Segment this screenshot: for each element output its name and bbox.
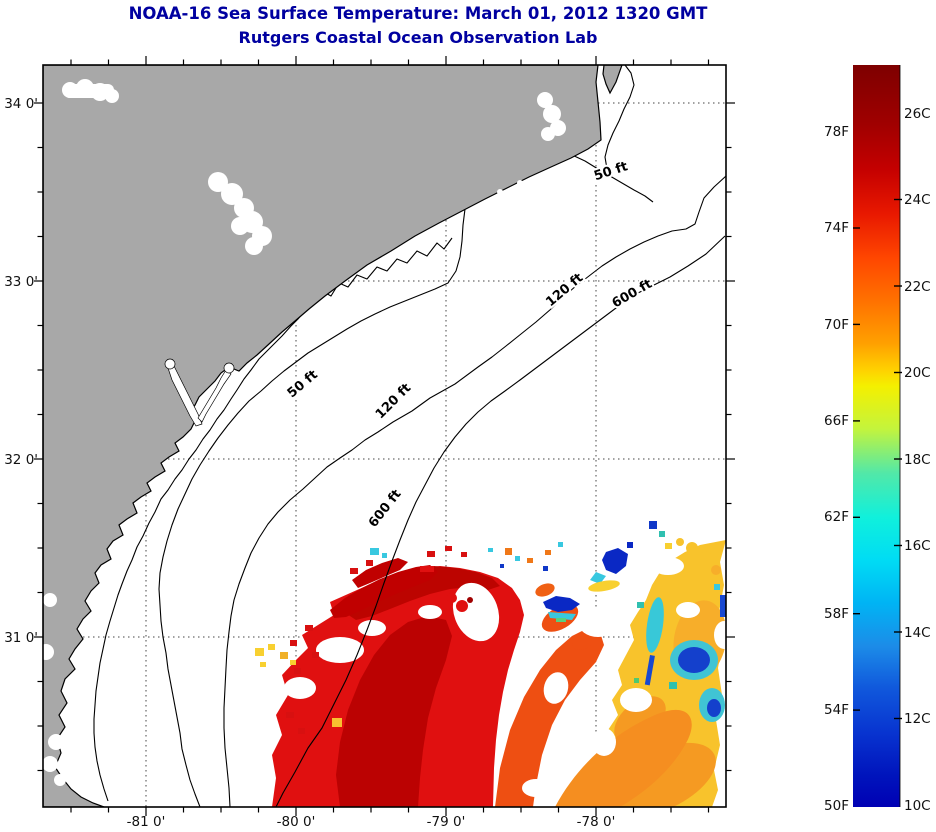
contour-120ft xyxy=(223,175,726,807)
map-area: 50 ft 50 ft 120 ft 120 ft 600 ft 600 ft xyxy=(43,65,726,807)
cbar-c-label: 24C xyxy=(904,192,931,208)
colorbar-c-labels: 26C 24C 22C 20C 18C 16C 14C 12C 10C xyxy=(904,106,931,814)
axis-labels: -81 0' -80 0' -79 0' -78 0' 34 0' 33 0' … xyxy=(4,96,615,830)
estuary-channels xyxy=(164,358,235,427)
cbar-f-label: 74F xyxy=(824,220,849,236)
cbar-f-label: 54F xyxy=(824,702,849,718)
colorbar-ticks xyxy=(853,198,902,720)
x-tick-label: -80 0' xyxy=(277,814,316,830)
cbar-f-label: 58F xyxy=(824,606,849,622)
sea-islands-line xyxy=(93,237,453,802)
land xyxy=(43,65,623,807)
figure-title: NOAA-16 Sea Surface Temperature: March 0… xyxy=(129,4,708,23)
cbar-c-label: 26C xyxy=(904,106,931,122)
cold-spot-blue xyxy=(602,548,628,574)
clouds-over-land xyxy=(43,79,566,786)
transition-band-orange xyxy=(495,628,604,807)
cbar-f-label: 62F xyxy=(824,509,849,525)
cbar-f-label: 66F xyxy=(824,413,849,429)
figure-subtitle: Rutgers Coastal Ocean Observation Lab xyxy=(239,28,598,47)
depth-contours xyxy=(93,65,726,807)
y-tick-label: 34 0' xyxy=(4,96,38,112)
cbar-c-label: 16C xyxy=(904,538,931,554)
cloud-gaps xyxy=(284,557,726,797)
axis-ticks xyxy=(34,56,735,816)
cape-fear-east-bank xyxy=(602,65,623,95)
cbar-c-label: 14C xyxy=(904,625,931,641)
x-tick-label: -81 0' xyxy=(127,814,166,830)
contour-50ft-east xyxy=(604,65,635,177)
map-frame xyxy=(42,64,727,808)
x-tick-label: -79 0' xyxy=(427,814,466,830)
cbar-c-label: 12C xyxy=(904,711,931,727)
colorbar-f-labels: 78F 74F 70F 66F 62F 58F 54F 50F xyxy=(824,124,849,814)
warm-core-dark-red xyxy=(336,616,452,807)
cbar-f-label: 78F xyxy=(824,124,849,140)
cbar-f-label: 50F xyxy=(824,798,849,814)
y-tick-label: 33 0' xyxy=(4,274,38,290)
contour-600ft xyxy=(275,235,726,807)
x-tick-label: -78 0' xyxy=(577,814,616,830)
cbar-c-label: 20C xyxy=(904,365,931,381)
scattered-specks xyxy=(255,542,563,734)
colorbar-gradient xyxy=(853,65,900,807)
coastline xyxy=(43,65,602,807)
cbar-c-label: 18C xyxy=(904,452,931,468)
cold-patches xyxy=(543,521,726,722)
cbar-f-label: 70F xyxy=(824,317,849,333)
cbar-c-label: 10C xyxy=(904,798,931,814)
cbar-c-label: 22C xyxy=(904,279,931,295)
y-tick-label: 32 0' xyxy=(4,452,38,468)
colorbar: 78F 74F 70F 66F 62F 58F 54F 50F 26C 24C … xyxy=(824,65,931,814)
y-tick-label: 31 0' xyxy=(4,630,38,646)
